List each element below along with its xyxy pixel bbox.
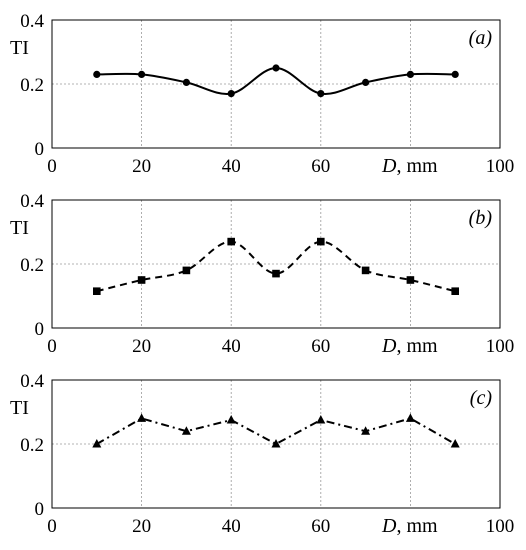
x-tick-label: 100 <box>486 336 515 357</box>
data-point-marker <box>181 426 191 435</box>
data-point-marker <box>406 276 415 284</box>
data-point-marker <box>361 426 371 435</box>
x-tick-label: 20 <box>132 336 151 357</box>
data-point-marker <box>227 90 235 98</box>
y-tick-label: 0.4 <box>20 191 44 212</box>
series-line <box>96 417 456 446</box>
panel-label: (a) <box>469 27 493 49</box>
data-point-marker <box>405 413 415 422</box>
x-tick-label: 100 <box>486 156 515 177</box>
data-point-marker <box>317 237 325 246</box>
y-tick-label: 0 <box>35 319 45 340</box>
x-tick-label: 100 <box>486 516 515 537</box>
panel-label: (b) <box>469 207 493 229</box>
panel-a-chart: 0 0.2 0.4 0 20 40 60 100 TI D, mm (a) <box>10 11 514 177</box>
series-line <box>96 240 456 293</box>
data-point-marker <box>271 439 281 448</box>
y-tick-label: 0.2 <box>20 435 44 456</box>
data-point-marker <box>272 64 280 72</box>
data-point-marker <box>93 287 101 295</box>
x-tick-label: 60 <box>311 156 330 177</box>
data-point-marker <box>182 78 190 86</box>
x-tick-label: 0 <box>47 156 57 177</box>
data-point-marker <box>182 266 191 275</box>
plot-frame <box>51 19 501 149</box>
data-point-marker <box>92 439 102 448</box>
y-tick-label: 0.4 <box>20 11 44 32</box>
series-line <box>96 66 456 95</box>
data-point-marker <box>93 70 101 78</box>
y-axis-label: TI <box>10 217 29 239</box>
y-tick-label: 0.4 <box>20 371 44 392</box>
y-tick-label: 0.2 <box>20 75 44 96</box>
data-point-marker <box>361 266 370 275</box>
x-tick-label: 40 <box>222 156 241 177</box>
data-point-marker <box>362 78 370 86</box>
panel-b-chart: 0 0.2 0.4 0 20 40 60 100 TI D, mm (b) <box>10 191 514 357</box>
data-point-marker <box>137 276 146 284</box>
x-tick-label: 0 <box>47 516 57 537</box>
data-point-marker <box>138 70 146 78</box>
data-point-marker <box>450 439 460 448</box>
data-point-marker <box>451 70 459 78</box>
y-axis-label: TI <box>10 37 29 59</box>
x-tick-label: 40 <box>222 336 241 357</box>
data-point-marker <box>317 90 325 98</box>
x-tick-label: 20 <box>132 516 151 537</box>
y-tick-label: 0 <box>35 499 45 520</box>
x-axis-label: D, mm <box>381 335 438 357</box>
x-axis-label: D, mm <box>381 515 438 537</box>
x-tick-label: 0 <box>47 336 57 357</box>
x-tick-label: 60 <box>311 516 330 537</box>
y-tick-label: 0.2 <box>20 255 44 276</box>
plot-frame <box>51 379 501 509</box>
panel-c-chart: 0 0.2 0.4 0 20 40 60 100 TI D, mm (c) <box>10 371 514 537</box>
plot-frame <box>51 199 501 329</box>
y-tick-label: 0 <box>35 139 45 160</box>
x-tick-label: 40 <box>222 516 241 537</box>
data-point-marker <box>451 287 459 295</box>
data-point-marker <box>316 415 326 424</box>
panel-label: (c) <box>470 387 493 409</box>
y-axis-label: TI <box>10 397 29 419</box>
x-axis-label: D, mm <box>381 155 438 177</box>
data-point-marker <box>226 415 236 424</box>
x-tick-label: 20 <box>132 156 151 177</box>
data-point-marker <box>406 70 414 78</box>
data-point-marker <box>227 237 235 246</box>
x-tick-label: 60 <box>311 336 330 357</box>
data-point-marker <box>272 269 280 278</box>
data-point-marker <box>137 413 147 422</box>
